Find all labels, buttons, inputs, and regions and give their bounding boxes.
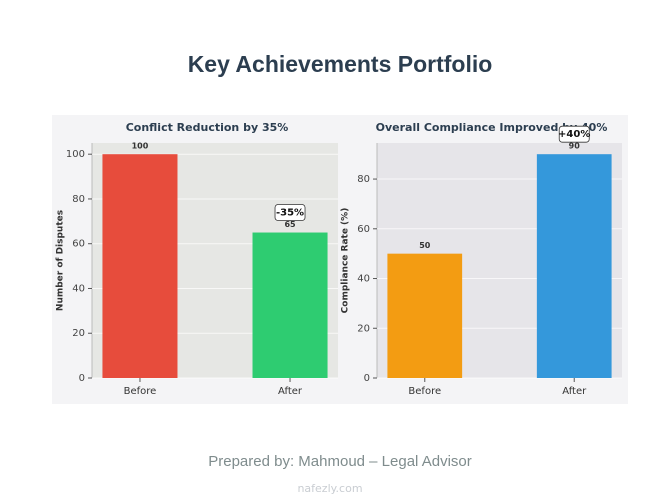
y-axis-label: Number of Disputes — [56, 210, 66, 311]
chart-title: Overall Compliance Improved by 40% — [376, 121, 608, 134]
y-tick-label: 40 — [72, 283, 85, 294]
y-tick-label: 60 — [357, 224, 370, 235]
annotation: -35% — [276, 208, 304, 219]
y-tick-label: 0 — [364, 373, 370, 384]
y-tick-label: 80 — [72, 194, 85, 205]
annotation-box — [274, 204, 306, 221]
value-label: 50 — [419, 241, 431, 250]
y-axis-label: Compliance Rate (%) — [341, 208, 351, 314]
bar — [387, 253, 463, 378]
value-label: 65 — [284, 220, 296, 229]
y-tick-label: 20 — [72, 328, 85, 339]
bar — [252, 232, 328, 378]
bar — [536, 154, 612, 378]
x-tick-label: After — [278, 386, 303, 397]
y-tick-label: 80 — [357, 174, 370, 185]
bar — [102, 154, 178, 378]
annotation: +40% — [558, 129, 590, 140]
annotation-box — [558, 125, 590, 143]
y-tick-label: 20 — [357, 323, 370, 334]
x-tick-label: After — [562, 386, 587, 397]
x-tick-label: Before — [408, 386, 441, 397]
watermark: nafezly.com — [297, 482, 362, 495]
value-label: 100 — [132, 142, 149, 151]
value-label: 90 — [569, 142, 581, 151]
y-tick-label: 0 — [79, 373, 85, 384]
y-tick-label: 40 — [357, 274, 370, 285]
x-tick-label: Before — [124, 386, 157, 397]
y-tick-label: 100 — [66, 149, 85, 160]
chart-title: Conflict Reduction by 35% — [126, 121, 289, 134]
y-tick-label: 60 — [72, 239, 85, 250]
page-title: Key Achievements Portfolio — [188, 51, 493, 77]
footer: Prepared by: Mahmoud – Legal Advisor — [208, 453, 472, 470]
